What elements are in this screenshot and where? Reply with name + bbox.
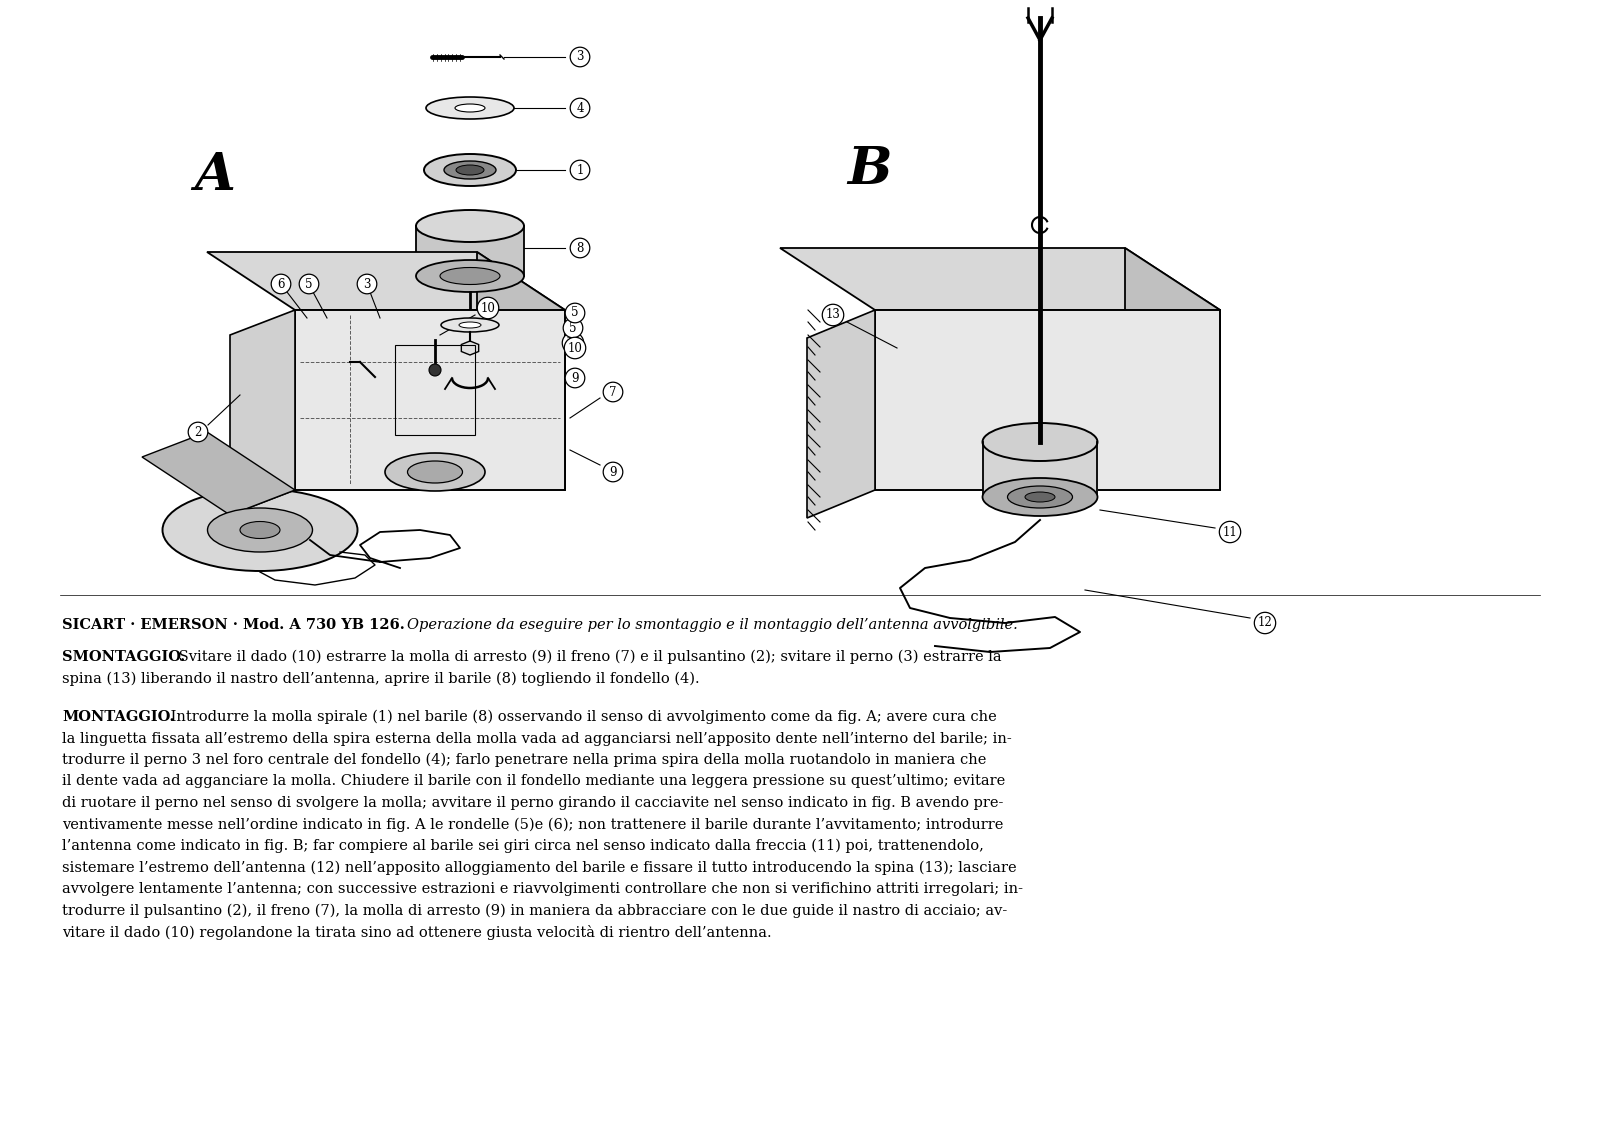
Polygon shape <box>1125 248 1221 490</box>
Ellipse shape <box>416 260 525 292</box>
Text: Operazione da eseguire per lo smontaggio e il montaggio dell’antenna avvolgibile: Operazione da eseguire per lo smontaggio… <box>406 618 1018 632</box>
Polygon shape <box>230 310 294 515</box>
Ellipse shape <box>424 154 515 185</box>
Ellipse shape <box>1026 492 1054 502</box>
Text: avvolgere lentamente l’antenna; con successive estrazioni e riavvolgimenti contr: avvolgere lentamente l’antenna; con succ… <box>62 882 1022 896</box>
Text: 3: 3 <box>363 277 371 291</box>
Text: SICART · EMERSON · Mod. A 730 YB 126.: SICART · EMERSON · Mod. A 730 YB 126. <box>62 618 410 632</box>
Ellipse shape <box>459 322 482 328</box>
Text: 11: 11 <box>1222 526 1237 538</box>
Bar <box>982 442 1098 497</box>
Ellipse shape <box>454 104 485 112</box>
Text: 9: 9 <box>610 466 616 478</box>
Text: trodurre il perno 3 nel foro centrale del fondello (4); farlo penetrare nella pr: trodurre il perno 3 nel foro centrale de… <box>62 753 986 768</box>
Text: 5: 5 <box>570 321 576 335</box>
Text: SMONTAGGIO.: SMONTAGGIO. <box>62 650 186 664</box>
Text: 9: 9 <box>571 371 579 385</box>
Ellipse shape <box>386 454 485 491</box>
Text: 7: 7 <box>610 386 616 398</box>
Polygon shape <box>875 310 1221 490</box>
Text: 1: 1 <box>576 164 584 176</box>
Ellipse shape <box>982 423 1098 461</box>
Text: il dente vada ad agganciare la molla. Chiudere il barile con il fondello mediant: il dente vada ad agganciare la molla. Ch… <box>62 775 1005 788</box>
Text: 10: 10 <box>480 302 496 314</box>
Text: 10: 10 <box>565 337 581 349</box>
Polygon shape <box>294 310 565 490</box>
Text: MONTAGGIO.: MONTAGGIO. <box>62 710 174 724</box>
Text: la linguetta fissata all’estremo della spira esterna della molla vada ad agganci: la linguetta fissata all’estremo della s… <box>62 732 1011 745</box>
Polygon shape <box>477 252 565 490</box>
Ellipse shape <box>445 161 496 179</box>
Bar <box>395 345 475 435</box>
Ellipse shape <box>408 461 462 483</box>
Polygon shape <box>206 252 565 310</box>
Polygon shape <box>416 226 525 276</box>
Polygon shape <box>461 342 478 355</box>
Text: B: B <box>848 145 893 196</box>
Text: 12: 12 <box>1258 616 1272 630</box>
Text: 4: 4 <box>576 102 584 114</box>
Polygon shape <box>806 310 875 518</box>
Text: 13: 13 <box>826 309 840 321</box>
Text: 6: 6 <box>277 277 285 291</box>
Text: l’antenna come indicato in fig. B; far compiere al barile sei giri circa nel sen: l’antenna come indicato in fig. B; far c… <box>62 839 984 854</box>
Ellipse shape <box>1008 486 1072 508</box>
Text: 8: 8 <box>576 242 584 254</box>
Text: 10: 10 <box>568 342 582 354</box>
Ellipse shape <box>416 210 525 242</box>
Text: A: A <box>195 149 235 200</box>
Text: 2: 2 <box>194 425 202 439</box>
Text: spina (13) liberando il nastro dell’antenna, aprire il barile (8) togliendo il f: spina (13) liberando il nastro dell’ante… <box>62 672 699 687</box>
Ellipse shape <box>426 97 514 119</box>
Text: ventivamente messe nell’ordine indicato in fig. A le rondelle (5)e (6); non trat: ventivamente messe nell’ordine indicato … <box>62 818 1003 832</box>
Ellipse shape <box>456 165 483 175</box>
Text: Svitare il dado (10) estrarre la molla di arresto (9) il freno (7) e il pulsanti: Svitare il dado (10) estrarre la molla d… <box>174 650 1002 664</box>
Text: di ruotare il perno nel senso di svolgere la molla; avvitare il perno girando il: di ruotare il perno nel senso di svolger… <box>62 796 1003 810</box>
Text: vitare il dado (10) regolandone la tirata sino ad ottenere giusta velocità di ri: vitare il dado (10) regolandone la tirat… <box>62 925 771 940</box>
Ellipse shape <box>240 521 280 538</box>
Text: Introdurre la molla spirale (1) nel barile (8) osservando il senso di avvolgimen: Introdurre la molla spirale (1) nel bari… <box>166 710 997 724</box>
Ellipse shape <box>163 489 357 571</box>
Text: 5: 5 <box>306 277 312 291</box>
Ellipse shape <box>440 268 499 285</box>
Text: trodurre il pulsantino (2), il freno (7), la molla di arresto (9) in maniera da : trodurre il pulsantino (2), il freno (7)… <box>62 904 1008 918</box>
Polygon shape <box>142 432 294 515</box>
Ellipse shape <box>429 364 442 375</box>
Ellipse shape <box>442 318 499 333</box>
Ellipse shape <box>982 478 1098 516</box>
Text: sistemare l’estremo dell’antenna (12) nell’apposito alloggiamento del barile e f: sistemare l’estremo dell’antenna (12) ne… <box>62 861 1016 875</box>
Ellipse shape <box>208 508 312 552</box>
Text: 3: 3 <box>576 51 584 63</box>
Text: 5: 5 <box>571 307 579 319</box>
Polygon shape <box>781 248 1221 310</box>
